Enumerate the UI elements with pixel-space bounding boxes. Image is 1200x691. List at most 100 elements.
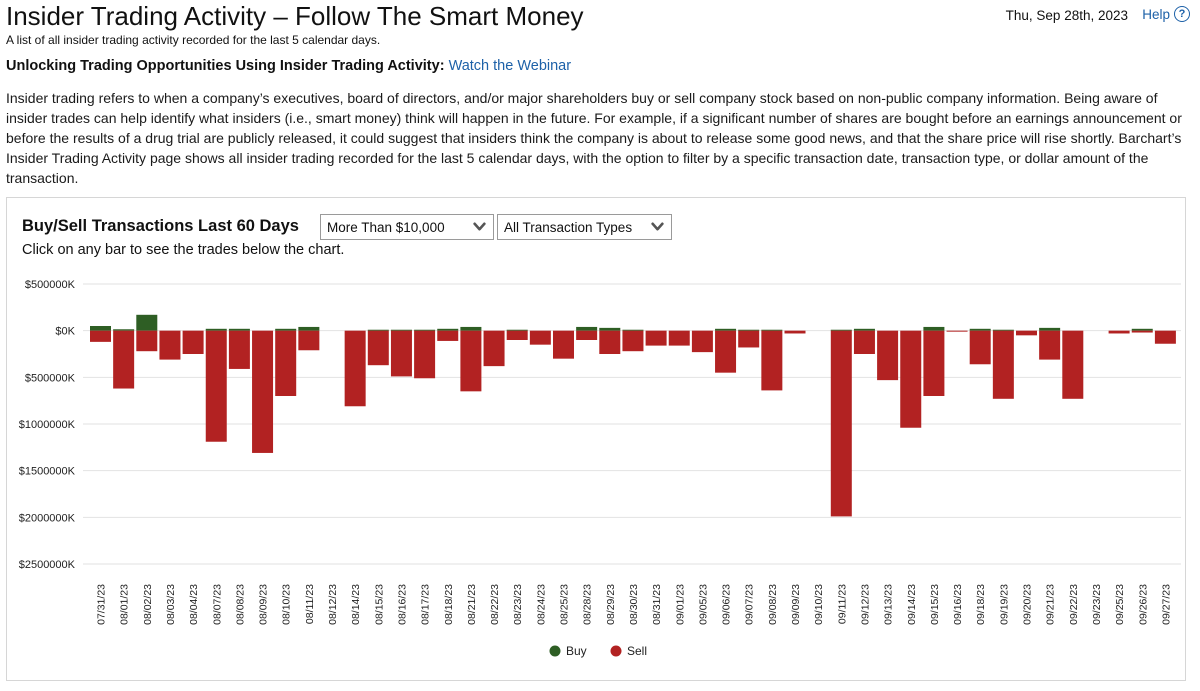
sell-bar[interactable]: [761, 330, 783, 391]
buy-bar[interactable]: [90, 326, 111, 331]
transaction-type-dropdown[interactable]: All Transaction Types: [497, 214, 672, 240]
x-tick-label: 09/25/23: [1114, 584, 1126, 625]
x-tick-label: 08/08/23: [234, 584, 246, 625]
buy-bar[interactable]: [1131, 328, 1153, 331]
x-tick-label: 09/21/23: [1045, 584, 1057, 625]
buy-bar[interactable]: [576, 326, 598, 331]
sell-bar[interactable]: [691, 330, 713, 353]
sell-bar[interactable]: [738, 330, 760, 348]
buy-bar[interactable]: [460, 326, 482, 331]
x-tick-label: 09/22/23: [1068, 584, 1080, 625]
buy-bar[interactable]: [228, 328, 250, 331]
x-tick-label: 08/03/23: [165, 584, 177, 625]
sell-bar[interactable]: [923, 330, 945, 396]
sell-bar[interactable]: [877, 330, 899, 381]
sell-bar[interactable]: [298, 330, 320, 351]
buy-bar[interactable]: [136, 314, 158, 331]
sell-bar[interactable]: [553, 330, 574, 359]
x-tick-label: 08/12/23: [327, 584, 339, 625]
x-tick-label: 09/13/23: [883, 584, 895, 625]
buy-bar[interactable]: [853, 328, 875, 331]
sell-bar[interactable]: [645, 330, 667, 346]
sell-bar[interactable]: [159, 330, 181, 360]
buy-bar[interactable]: [298, 326, 320, 331]
buy-bar[interactable]: [715, 328, 737, 331]
sell-bar[interactable]: [946, 330, 968, 332]
legend-buy-label: Buy: [566, 644, 587, 658]
bar-chart: $500000K $0K $500000K $1000000K $1500000K $20…: [19, 279, 1181, 658]
x-tick-label: 08/02/23: [142, 584, 154, 625]
sell-bar[interactable]: [830, 330, 852, 517]
webinar-promo: Unlocking Trading Opportunities Using In…: [6, 58, 571, 74]
chart-title: Buy/Sell Transactions Last 60 Days: [22, 217, 299, 235]
buy-bar[interactable]: [113, 329, 135, 331]
amount-filter-dropdown[interactable]: More Than $10,000: [320, 214, 494, 240]
buy-bar[interactable]: [414, 329, 436, 331]
help-link[interactable]: Help ?: [1142, 6, 1190, 22]
sell-bar[interactable]: [1154, 330, 1176, 344]
sell-bar[interactable]: [599, 330, 621, 354]
promo-label: Unlocking Trading Opportunities Using In…: [6, 58, 445, 74]
x-tick-label: 09/19/23: [998, 584, 1010, 625]
sell-bar[interactable]: [367, 330, 389, 366]
sell-bar[interactable]: [1108, 330, 1130, 334]
buy-bar[interactable]: [761, 329, 783, 331]
sell-bar[interactable]: [715, 330, 737, 373]
sell-bar[interactable]: [275, 330, 297, 396]
sell-bar[interactable]: [344, 330, 366, 407]
sell-bar[interactable]: [576, 330, 598, 340]
sell-bar[interactable]: [414, 330, 436, 379]
sell-bar[interactable]: [969, 330, 991, 365]
buy-bar[interactable]: [923, 326, 945, 331]
watch-webinar-link[interactable]: Watch the Webinar: [448, 58, 572, 74]
buy-bar[interactable]: [205, 328, 227, 331]
buy-bar[interactable]: [969, 328, 991, 331]
sell-bar[interactable]: [182, 330, 204, 354]
x-tick-label: 08/15/23: [373, 584, 385, 625]
sell-bar[interactable]: [390, 330, 412, 377]
chart-hint: Click on any bar to see the trades below…: [22, 242, 345, 258]
sell-bar[interactable]: [113, 330, 135, 389]
page-subtitle: A list of all insider trading activity r…: [6, 33, 381, 47]
buy-bar[interactable]: [275, 328, 297, 331]
sell-bar[interactable]: [900, 330, 922, 428]
sell-bar[interactable]: [1131, 330, 1153, 333]
x-tick-label: 08/21/23: [466, 584, 478, 625]
sell-bar[interactable]: [90, 330, 111, 342]
sell-bar[interactable]: [622, 330, 644, 352]
sell-bar[interactable]: [252, 330, 274, 453]
buy-bar[interactable]: [599, 327, 621, 331]
sell-bar[interactable]: [136, 330, 158, 352]
sell-bar[interactable]: [228, 330, 250, 369]
x-tick-label: 08/04/23: [188, 584, 200, 625]
sell-bar[interactable]: [437, 330, 459, 341]
sell-bar[interactable]: [668, 330, 690, 346]
x-tick-label: 08/09/23: [258, 584, 270, 625]
buy-bar[interactable]: [1039, 327, 1061, 331]
sell-bar[interactable]: [205, 330, 227, 442]
sell-bar[interactable]: [784, 330, 806, 334]
y-tick-label: $500000K: [25, 279, 76, 291]
x-tick-label: 09/11/23: [836, 584, 848, 624]
buy-bar[interactable]: [738, 329, 760, 331]
x-tick-label: 09/01/23: [674, 584, 686, 625]
x-tick-label: 08/10/23: [281, 584, 293, 625]
x-tick-label: 07/31/23: [96, 584, 108, 625]
sell-bar[interactable]: [483, 330, 505, 367]
sell-bar[interactable]: [1016, 330, 1037, 336]
buy-bar[interactable]: [437, 328, 459, 331]
sell-bar[interactable]: [1039, 330, 1061, 360]
sell-bar[interactable]: [529, 330, 551, 345]
sell-bar[interactable]: [1062, 330, 1084, 399]
sell-bar[interactable]: [460, 330, 482, 392]
sell-bar[interactable]: [992, 330, 1014, 399]
buy-bar[interactable]: [506, 329, 528, 331]
buy-bar[interactable]: [367, 329, 389, 331]
x-tick-label: 09/09/23: [790, 584, 802, 625]
buy-bar[interactable]: [622, 329, 644, 331]
buy-bar[interactable]: [390, 329, 412, 331]
sell-bar[interactable]: [506, 330, 528, 340]
buy-bar[interactable]: [830, 329, 852, 331]
sell-bar[interactable]: [853, 330, 875, 354]
buy-bar[interactable]: [992, 329, 1014, 331]
